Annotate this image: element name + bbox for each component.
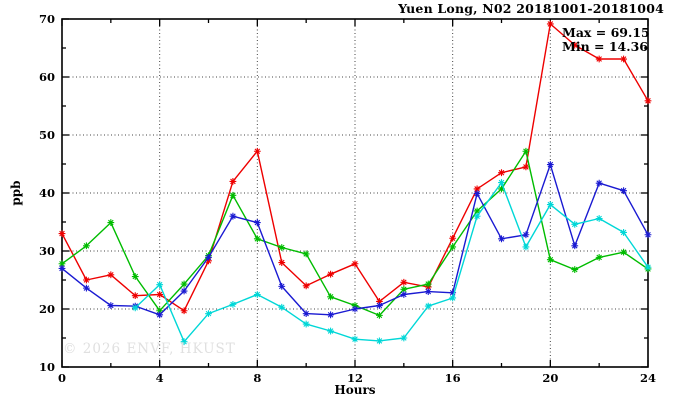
series-green-markers <box>58 147 652 319</box>
plot-border <box>61 18 649 368</box>
series-cyan-markers <box>131 179 652 346</box>
y-tick-label-40: 40 <box>39 186 55 200</box>
x-tick-label-0: 0 <box>58 371 66 385</box>
y-tick-label-50: 50 <box>39 128 55 142</box>
max-min-annotation: Max = 69.15 Min = 14.36 <box>562 26 650 54</box>
chart-title: Yuen Long, N02 20181001-20181004 <box>398 1 664 16</box>
y-tick-label-10: 10 <box>39 360 55 374</box>
max-value-label: Max = 69.15 <box>562 25 650 40</box>
x-tick-label-12: 12 <box>347 371 363 385</box>
series-cyan-line <box>134 181 649 343</box>
series-red-markers <box>58 20 652 315</box>
y-tick-label-30: 30 <box>39 244 55 258</box>
x-tick-label-20: 20 <box>542 371 558 385</box>
y-axis-title: ppb <box>9 180 23 206</box>
series-blue-markers <box>58 161 652 319</box>
x-tick-label-24: 24 <box>640 371 656 385</box>
x-tick-label-8: 8 <box>253 371 261 385</box>
x-tick-label-16: 16 <box>445 371 461 385</box>
min-value-label: Min = 14.36 <box>562 39 648 54</box>
x-tick-label-4: 4 <box>156 371 164 385</box>
x-axis-title: Hours <box>334 383 376 397</box>
y-tick-label-70: 70 <box>39 12 55 26</box>
y-tick-label-60: 60 <box>39 70 55 84</box>
watermark-text: © 2026 ENVF, HKUST <box>63 341 236 357</box>
y-tick-label-20: 20 <box>39 302 55 316</box>
